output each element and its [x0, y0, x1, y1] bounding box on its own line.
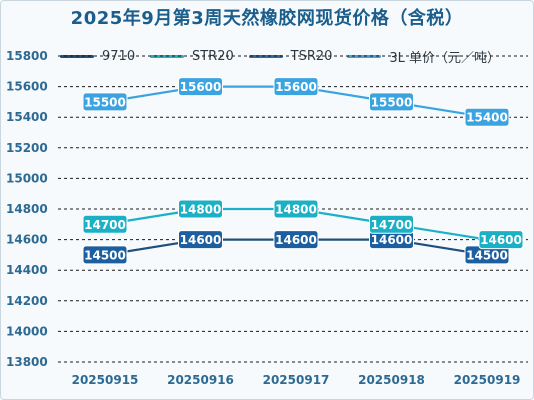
data-label: 15400 [464, 107, 510, 127]
data-label: 15500 [82, 92, 128, 112]
data-label: 14700 [82, 214, 128, 234]
series-lines [104, 85, 488, 256]
data-label: 14600 [178, 230, 223, 250]
data-label-box [464, 107, 510, 127]
y-tick-label: 15200 [6, 141, 48, 155]
data-label-text: 14700 [84, 218, 126, 232]
data-label-text: 15400 [466, 111, 508, 125]
data-label-box [369, 214, 414, 234]
data-label: 14700 [369, 214, 414, 234]
y-tick-label: 15400 [6, 110, 48, 124]
x-tick-label: 20250917 [263, 373, 330, 387]
data-label: 15600 [273, 77, 319, 97]
data-label-text: 14800 [180, 203, 222, 217]
data-label-box [178, 77, 223, 97]
data-label-box [273, 230, 319, 250]
data-label-text: 14800 [275, 203, 317, 217]
chart-title: 2025年9月第3周天然橡胶网现货价格（含税） [70, 8, 464, 29]
data-label-text: 14500 [466, 248, 508, 262]
data-label-text: 14600 [371, 233, 413, 247]
data-label-text: 14600 [480, 233, 522, 247]
data-label-text: 15600 [275, 80, 317, 94]
x-tick-label: 20250919 [454, 373, 521, 387]
y-tick-label: 15800 [6, 49, 48, 63]
data-label: 14800 [178, 199, 223, 219]
data-label-box [273, 77, 319, 97]
legend-label: STR20 [191, 48, 234, 64]
data-label-text: 15500 [371, 95, 413, 109]
data-label-text: 14600 [180, 233, 222, 247]
data-label-box [178, 230, 223, 250]
legend-swatch [248, 54, 283, 58]
legend-label: 3L 单价（元／吨） [389, 50, 500, 66]
data-label-box [82, 92, 128, 112]
data-label-box [478, 230, 524, 250]
y-tick-label: 15000 [6, 171, 48, 185]
data-label-text: 14500 [84, 248, 126, 262]
data-label: 14500 [82, 245, 128, 265]
y-tick-label: 15600 [6, 80, 48, 94]
data-label: 15600 [178, 77, 223, 97]
y-tick-label: 13800 [6, 355, 48, 369]
data-label: 14600 [478, 230, 524, 250]
chart-legend: 9710 STR20 TSR20 3L 单价（元／吨） [60, 46, 500, 66]
data-label-text: 15600 [180, 80, 222, 94]
y-tick-label: 14800 [6, 202, 48, 216]
data-label-box [178, 199, 223, 219]
y-axis: 13800 14000 14200 14400 14600 14800 15000 15200… [6, 49, 48, 369]
data-label: 14800 [273, 199, 319, 219]
data-label: 14600 [369, 230, 414, 250]
data-label-text: 15500 [84, 95, 126, 109]
data-label-box [369, 92, 414, 112]
y-tick-label: 14000 [6, 324, 48, 338]
data-label-box [273, 199, 319, 219]
x-tick-label: 20250916 [167, 373, 234, 387]
data-label-text: 14600 [275, 233, 317, 247]
y-tick-label: 14400 [6, 263, 48, 277]
data-label-box [82, 245, 128, 265]
x-tick-label: 20250915 [72, 373, 139, 387]
grid-lines [58, 55, 528, 363]
data-label: 14600 [273, 230, 319, 250]
data-label-text: 14700 [371, 218, 413, 232]
x-axis: 20250915 20250916 20250917 20250918 20250919 [72, 373, 521, 387]
data-label: 15500 [369, 92, 414, 112]
x-tick-label: 20250918 [358, 373, 425, 387]
data-label: 14500 [464, 245, 510, 265]
y-tick-label: 14200 [6, 294, 48, 308]
y-tick-label: 14600 [6, 233, 48, 247]
data-label-box [82, 214, 128, 234]
